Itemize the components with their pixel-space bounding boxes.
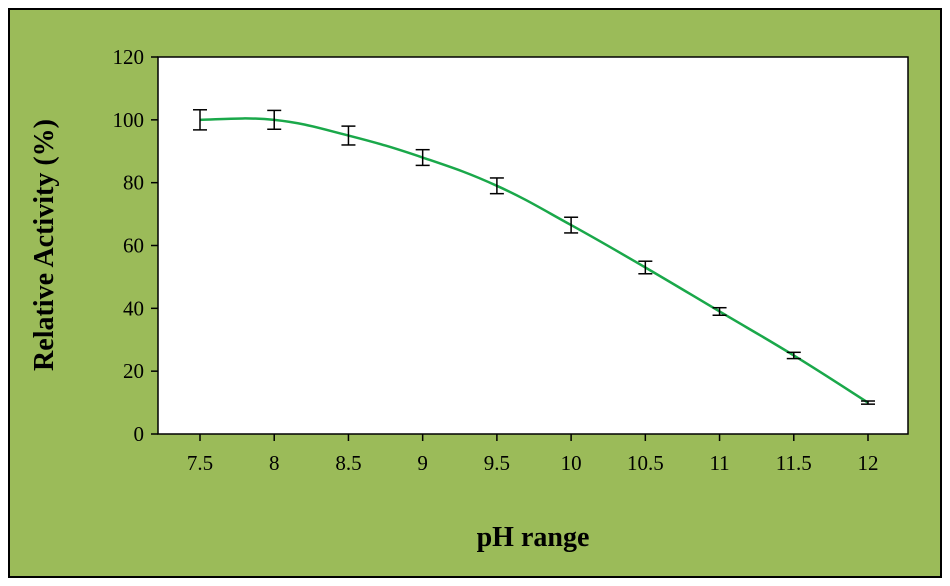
- error-bar: [341, 125, 356, 146]
- x-tick-label: 11: [709, 451, 729, 475]
- y-tick-label: 80: [123, 171, 144, 195]
- y-tick-label: 40: [123, 296, 144, 320]
- x-tick-label: 7.5: [187, 451, 213, 475]
- x-tick-label: 9: [417, 451, 428, 475]
- x-tick-label: 10.5: [627, 451, 664, 475]
- error-bar: [861, 400, 875, 405]
- x-tick-label: 12: [858, 451, 879, 475]
- error-bar: [712, 306, 727, 316]
- series: [199, 117, 869, 404]
- error-bar: [489, 177, 504, 195]
- error-bars: [193, 109, 875, 405]
- y-tick-label: 20: [123, 359, 144, 383]
- series-line: [199, 117, 869, 404]
- error-bar: [786, 351, 801, 360]
- error-bar: [638, 260, 653, 275]
- error-bar: [267, 109, 282, 131]
- y-tick-label: 60: [123, 234, 144, 258]
- x-tick-label: 10: [561, 451, 582, 475]
- y-tick-label: 0: [134, 422, 145, 446]
- y-axis: 0 20 40 60 80 100 120: [113, 45, 158, 446]
- y-tick-label: 120: [113, 45, 145, 69]
- plot-area: [157, 56, 909, 435]
- x-tick-label: 9.5: [484, 451, 510, 475]
- x-axis: 7.5 8 8.5 9 9.5 10 10.5 11 11.5 12: [187, 434, 879, 475]
- error-bar: [564, 216, 579, 234]
- error-bar: [193, 109, 207, 131]
- y-axis-title: Relative Activity (%): [29, 119, 60, 371]
- x-tick-label: 8: [269, 451, 280, 475]
- error-bar: [415, 148, 430, 167]
- y-tick-label: 100: [113, 108, 145, 132]
- x-axis-title: pH range: [477, 522, 590, 553]
- x-tick-label: 11.5: [776, 451, 812, 475]
- x-tick-label: 8.5: [335, 451, 361, 475]
